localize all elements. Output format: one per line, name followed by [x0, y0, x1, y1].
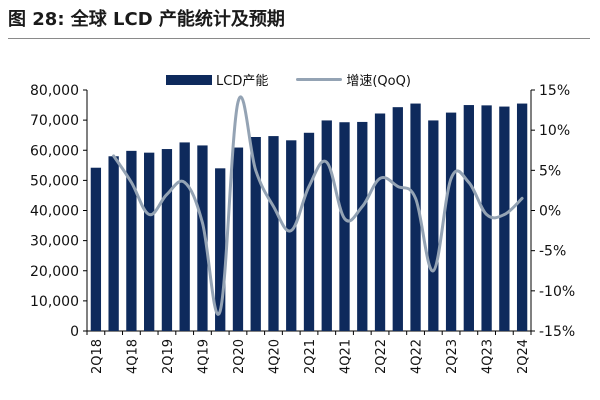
right-tick-label: -15% — [539, 324, 575, 340]
bar — [232, 147, 244, 331]
legend-label-growth: 增速(QoQ) — [346, 74, 411, 89]
x-tick-label: 2Q21 — [303, 339, 318, 374]
left-tick-label: 30,000 — [30, 234, 79, 250]
x-tick-label: 2Q20 — [232, 339, 247, 374]
x-tick-label: 4Q20 — [267, 339, 282, 374]
bar — [374, 113, 386, 331]
bar — [428, 120, 439, 332]
bar — [108, 156, 119, 331]
bar — [268, 136, 279, 331]
bar — [161, 149, 173, 331]
x-tick-label: 4Q21 — [339, 339, 354, 374]
right-tick-label: 10% — [539, 123, 570, 139]
x-tick-label: 2Q24 — [516, 339, 531, 374]
bar — [286, 140, 297, 331]
x-tick-label: 4Q23 — [481, 339, 496, 374]
bar — [144, 152, 155, 331]
bar — [250, 136, 261, 331]
left-tick-label: 40,000 — [30, 204, 79, 220]
left-tick-label: 60,000 — [30, 143, 79, 159]
growth-line — [112, 95, 524, 316]
legend-item-growth: 增速(QoQ) — [296, 70, 411, 89]
bar — [392, 107, 403, 331]
left-tick-label: 70,000 — [30, 113, 79, 129]
bar — [516, 103, 528, 332]
bar — [126, 150, 137, 331]
right-tick-label: -10% — [539, 284, 575, 300]
legend-swatch-line — [296, 78, 343, 81]
legend-swatch-bar — [166, 74, 212, 85]
left-tick-label: 20,000 — [30, 264, 79, 280]
bar — [357, 121, 368, 332]
legend-item-capacity: LCD产能 — [166, 70, 268, 89]
legend-label-capacity: LCD产能 — [216, 74, 269, 89]
left-tick-label: 50,000 — [30, 173, 79, 189]
bar — [90, 167, 102, 331]
x-tick-label: 2Q23 — [445, 339, 460, 374]
bar — [339, 122, 350, 331]
left-tick-label: 0 — [70, 324, 79, 340]
x-tick-label: 4Q22 — [410, 339, 425, 374]
x-tick-label: 2Q19 — [161, 339, 176, 374]
right-tick-label: -5% — [539, 244, 566, 260]
bar — [321, 120, 332, 332]
right-tick-label: 15% — [539, 83, 570, 99]
x-tick-label: 2Q18 — [90, 339, 105, 374]
left-tick-label: 10,000 — [30, 294, 79, 310]
right-tick-label: 5% — [539, 163, 561, 179]
bar — [303, 132, 315, 331]
right-tick-label: 0% — [539, 204, 561, 220]
bar — [215, 168, 226, 331]
x-tick-label: 4Q19 — [196, 339, 211, 374]
x-tick-label: 4Q18 — [125, 339, 140, 374]
bar — [499, 106, 510, 331]
bar — [410, 103, 421, 332]
bar — [197, 145, 208, 331]
bar — [463, 105, 474, 331]
title-divider — [8, 38, 590, 39]
figure-title: 图 28: 全球 LCD 产能统计及预期 — [8, 9, 285, 30]
bar — [445, 112, 457, 331]
bar — [481, 105, 492, 332]
legend: LCD产能 增速(QoQ) — [166, 70, 439, 89]
bar — [179, 142, 190, 331]
left-tick-label: 80,000 — [30, 83, 79, 99]
x-tick-label: 2Q22 — [374, 339, 389, 374]
